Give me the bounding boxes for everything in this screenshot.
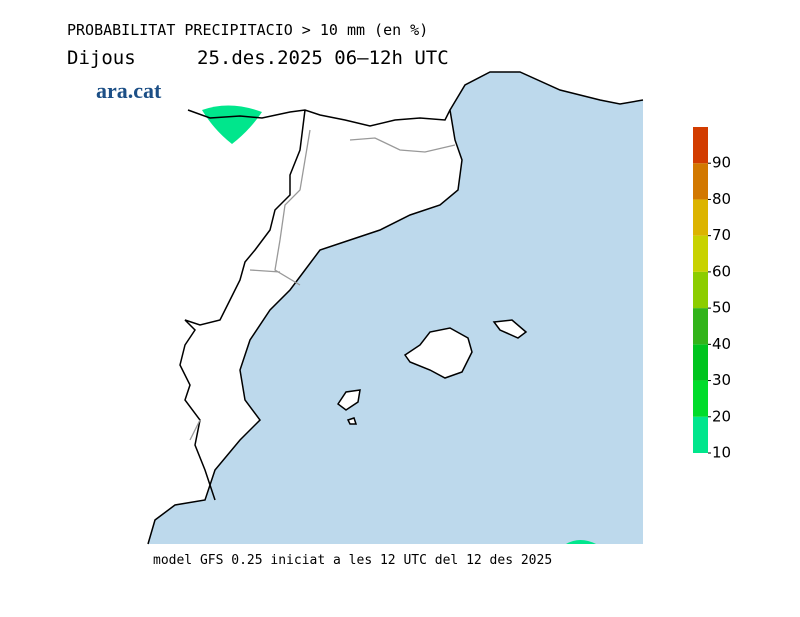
- mallorca: [403, 327, 473, 379]
- colorbar-tick-label: 70: [712, 226, 731, 244]
- period: 25.des.2025 06–12h UTC: [197, 47, 449, 69]
- border: [179, 109, 451, 501]
- coastline: [147, 71, 644, 545]
- colorbar-segment: [693, 308, 708, 345]
- day: Dijous: [67, 47, 136, 69]
- colorbar-segment: [693, 163, 708, 200]
- colorbar-segment: [693, 416, 708, 453]
- footer: model GFS 0.25 iniciat a les 12 UTC del …: [153, 553, 552, 568]
- region-border: [189, 129, 456, 441]
- precip-area: [566, 540, 596, 544]
- colorbar-tick-label: 10: [712, 444, 731, 462]
- colorbar-tick-label: 60: [712, 262, 731, 280]
- colorbar-tick-label: 30: [712, 371, 731, 389]
- precip-area: [202, 105, 262, 144]
- ibiza: [336, 389, 361, 411]
- colorbar-tick-label: 40: [712, 335, 731, 353]
- colorbar-tick-label: 50: [712, 299, 731, 317]
- colorbar-segment: [693, 344, 708, 381]
- formentera: [346, 417, 358, 425]
- colorbar-tick-label: 80: [712, 190, 731, 208]
- menorca: [492, 319, 528, 339]
- colorbar-segment: [693, 271, 708, 309]
- colorbar-segment: [693, 127, 708, 164]
- logo: ara.cat: [96, 78, 162, 103]
- colorbar-segment: [693, 235, 708, 272]
- sea: [148, 72, 643, 544]
- colorbar-segment: [693, 380, 708, 417]
- colorbar-tick-label: 90: [712, 154, 731, 172]
- title: PROBABILITAT PRECIPITACIO > 10 mm (en %): [67, 21, 428, 39]
- colorbar-segment: [693, 199, 708, 236]
- map: [147, 71, 644, 545]
- colorbar-tick-label: 20: [712, 407, 731, 425]
- colorbar: 10 20 30 40 50 60 70 80 90: [693, 127, 731, 462]
